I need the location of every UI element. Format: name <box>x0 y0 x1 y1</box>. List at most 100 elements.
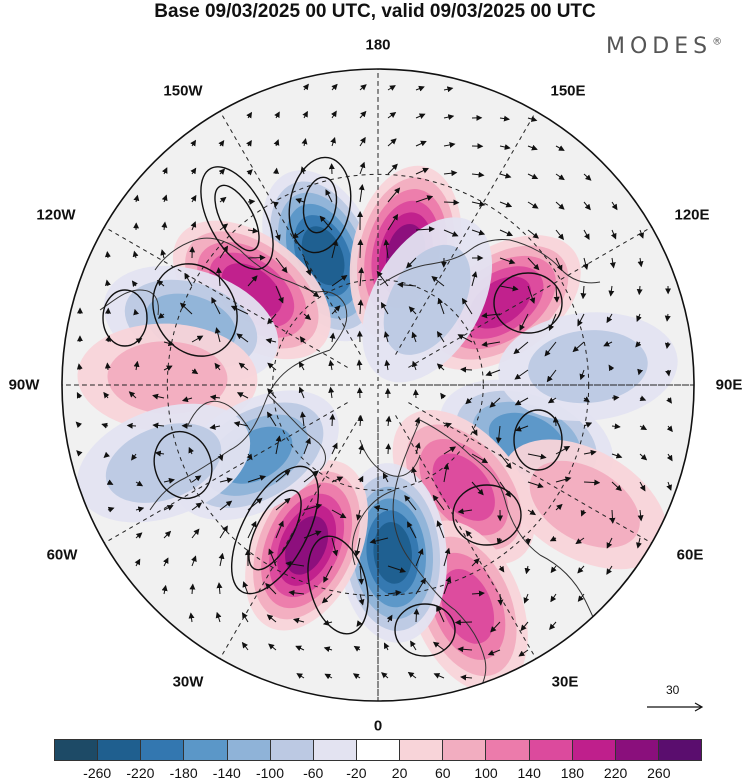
wind-vector <box>247 475 267 483</box>
wind-vector <box>415 140 427 147</box>
wind-vector <box>267 388 277 399</box>
wind-vector <box>275 469 291 483</box>
wind-vector <box>577 313 585 327</box>
wind-vector <box>359 136 366 147</box>
wind-vector <box>579 369 586 381</box>
wind-vector <box>218 168 226 175</box>
wind-vector <box>527 481 544 489</box>
wind-vector <box>471 171 485 178</box>
wind-vector <box>666 397 672 404</box>
wind-vector <box>215 611 222 623</box>
wind-vector <box>135 532 143 539</box>
wind-vector <box>527 285 536 304</box>
wind-vector <box>358 267 365 287</box>
wind-vector <box>302 110 308 119</box>
wind-vector <box>572 341 585 353</box>
wind-vector <box>357 415 364 427</box>
wind-vector <box>443 576 452 595</box>
wind-vector <box>665 369 672 377</box>
wind-vector <box>103 391 110 399</box>
wind-vector <box>465 397 473 405</box>
colorbar-tick-label: 220 <box>603 765 628 781</box>
wind-vector <box>376 270 389 287</box>
wind-vector <box>639 395 647 402</box>
wind-vector <box>247 227 259 234</box>
wind-vector <box>219 245 229 259</box>
wind-vector <box>156 279 165 287</box>
wind-vector <box>268 643 277 651</box>
wind-vector <box>414 442 421 455</box>
wind-vector <box>383 239 390 259</box>
wind-vector <box>666 481 673 491</box>
wind-vector <box>527 173 539 180</box>
wind-vector <box>555 229 564 241</box>
wind-vector <box>499 144 511 150</box>
wind-vector <box>266 614 277 623</box>
wind-vector <box>274 111 280 119</box>
wind-vector <box>236 333 249 343</box>
wind-vector <box>275 285 284 304</box>
wind-vector <box>215 267 222 287</box>
wind-vector <box>273 201 279 208</box>
wind-vector <box>303 530 322 539</box>
wind-vector <box>577 565 585 574</box>
wind-vector <box>583 396 590 403</box>
wind-vector <box>471 229 486 236</box>
wind-vector <box>211 297 221 315</box>
wind-vector <box>275 497 291 511</box>
wind-vector <box>583 201 591 211</box>
lon-label-120w: 120W <box>36 206 76 224</box>
wind-vector <box>411 466 417 483</box>
wind-vector <box>359 110 367 119</box>
wind-vector <box>302 83 309 91</box>
wind-vector <box>520 621 529 632</box>
wind-vector <box>104 279 111 287</box>
wind-vector <box>323 646 333 653</box>
wind-vector <box>265 582 277 595</box>
wind-vector <box>191 555 197 567</box>
wind-vector <box>406 257 417 269</box>
wind-vector <box>275 520 284 539</box>
wind-vector <box>443 170 458 177</box>
colorbar-cell <box>141 740 185 760</box>
wind-vector <box>519 313 529 332</box>
wind-vectors <box>75 83 673 681</box>
wind-vector <box>134 558 141 567</box>
wind-vector <box>288 589 305 596</box>
wind-vector <box>152 393 165 400</box>
colorbar-tick-label: -180 <box>169 765 198 781</box>
wind-vector <box>499 481 511 498</box>
wind-vector <box>188 612 195 623</box>
lon-label-60w: 60W <box>46 546 78 564</box>
wind-vector <box>408 306 417 315</box>
wind-vector <box>555 173 565 181</box>
wind-vector <box>331 537 339 557</box>
wind-vector <box>499 115 510 122</box>
wind-vector <box>415 195 434 203</box>
wind-vector <box>358 183 365 203</box>
wind-vector <box>387 213 399 231</box>
colorbar-cell <box>615 740 659 760</box>
wind-vector <box>460 366 473 373</box>
wind-vector <box>161 584 168 595</box>
wind-vector <box>359 84 367 91</box>
colorbar-cell <box>184 740 228 760</box>
wind-vector <box>157 312 165 319</box>
wind-vector <box>527 453 547 460</box>
wind-vector <box>635 341 642 348</box>
wind-vector <box>358 593 365 606</box>
wind-vector <box>101 422 109 429</box>
colorbar-tick-label: 20 <box>391 765 408 781</box>
wind-vector <box>76 392 83 399</box>
wind-vector <box>331 442 338 455</box>
wind-vector <box>471 558 480 567</box>
wind-vector <box>518 649 529 657</box>
wind-vector <box>415 577 426 595</box>
negative-anomaly <box>76 403 251 523</box>
modes-logo: MODES® <box>606 34 723 59</box>
negative-anomaly <box>362 217 493 383</box>
wind-vector <box>233 421 249 427</box>
polar-stereographic-map <box>61 68 695 702</box>
colorbar-cell <box>227 740 271 760</box>
wind-vector <box>369 537 389 545</box>
